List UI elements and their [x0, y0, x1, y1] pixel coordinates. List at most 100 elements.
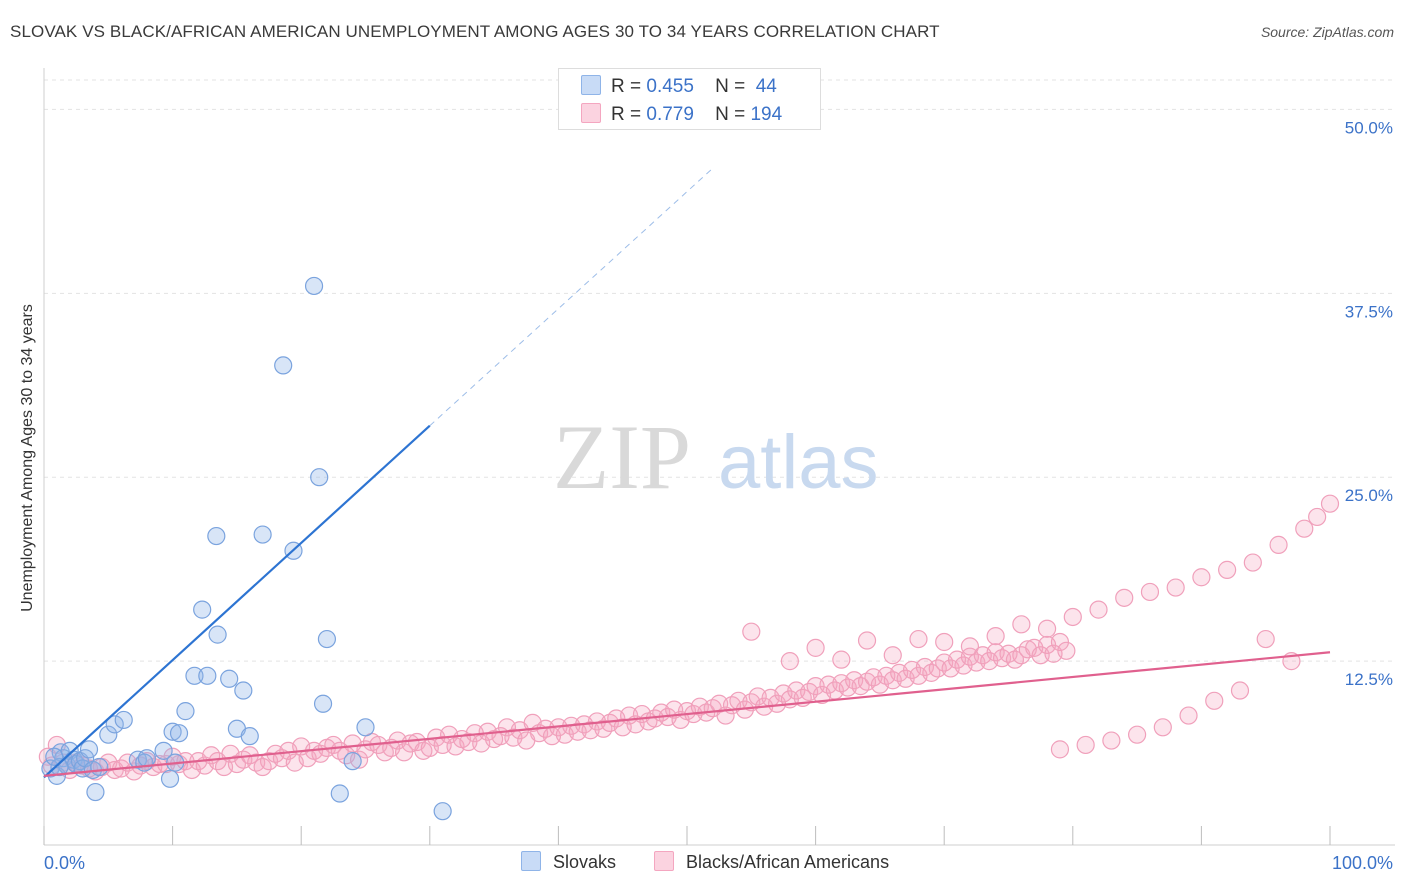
grid-lines	[44, 79, 1395, 662]
point-blacks	[1308, 507, 1327, 527]
watermark-zip: ZIP	[553, 406, 691, 508]
legend-swatch-blacks	[654, 851, 674, 871]
watermark-atlas: atlas	[718, 420, 879, 505]
point-slovaks	[330, 784, 349, 803]
point-slovaks	[240, 727, 259, 746]
source-label: Source: ZipAtlas.com	[1260, 24, 1394, 40]
x-tick-label-end: 100.0%	[1332, 853, 1393, 873]
point-slovaks	[79, 740, 99, 759]
point-blacks	[1012, 615, 1031, 634]
point-slovaks	[313, 694, 333, 713]
point-blacks	[1320, 494, 1340, 513]
point-blacks	[960, 637, 980, 656]
y-tick-label: 50.0%	[1345, 118, 1393, 137]
point-blacks	[1089, 600, 1108, 619]
point-blacks	[1205, 691, 1224, 710]
point-slovaks	[176, 702, 195, 721]
point-slovaks	[154, 741, 173, 760]
point-slovaks	[317, 629, 337, 649]
legend-item-slovaks: Slovaks	[521, 851, 616, 873]
chart-title: SLOVAK VS BLACK/AFRICAN AMERICAN UNEMPLO…	[10, 22, 940, 41]
stats-row-blacks: R = 0.779 N = 194	[581, 103, 782, 126]
point-slovaks	[160, 769, 180, 788]
zipatlas-watermark: ZIP atlas	[553, 406, 879, 508]
point-blacks	[1230, 681, 1250, 700]
point-blacks	[1140, 582, 1160, 602]
point-blacks	[1076, 735, 1095, 755]
trend-line-slovaks	[43, 424, 431, 779]
n-label: N =	[715, 104, 746, 125]
point-slovaks	[193, 600, 212, 619]
point-blacks	[349, 750, 369, 769]
trend-lines	[43, 167, 1331, 779]
point-blacks	[1179, 706, 1198, 725]
point-slovaks	[343, 752, 362, 771]
point-blacks	[986, 626, 1005, 646]
trend-line-slovaks-extension	[429, 167, 714, 427]
point-slovaks	[185, 666, 204, 685]
x-tick-label-start: 0.0%	[44, 853, 85, 873]
point-blacks	[1115, 588, 1134, 607]
point-blacks	[1256, 629, 1275, 649]
stats-row-slovaks: R = 0.455 N = 44	[581, 75, 777, 98]
point-slovaks	[207, 526, 226, 546]
y-tick-label: 25.0%	[1345, 486, 1393, 505]
point-blacks	[1050, 740, 1070, 759]
point-slovaks	[99, 725, 118, 744]
y-tick-label: 37.5%	[1345, 302, 1393, 321]
point-slovaks	[169, 724, 189, 743]
legend-label-slovaks: Slovaks	[553, 852, 617, 872]
point-blacks	[1102, 731, 1121, 750]
point-slovaks	[90, 757, 109, 777]
point-slovaks	[220, 669, 239, 688]
point-blacks	[742, 622, 761, 641]
point-blacks	[909, 629, 928, 649]
point-blacks	[1153, 718, 1172, 737]
legend-item-blacks: Blacks/African Americans	[654, 851, 889, 873]
r-label: R =	[611, 104, 642, 125]
point-slovaks	[45, 747, 64, 766]
point-blacks	[1295, 519, 1314, 538]
point-blacks	[1166, 578, 1185, 597]
slovaks-n-value: 44	[755, 76, 777, 97]
legend-swatch-slovaks	[521, 851, 541, 871]
point-slovaks	[198, 666, 217, 685]
point-slovaks	[163, 722, 182, 741]
point-slovaks	[208, 625, 227, 644]
point-blacks	[857, 631, 877, 650]
point-blacks	[1037, 619, 1057, 638]
point-slovaks	[86, 782, 105, 802]
point-slovaks	[114, 710, 133, 730]
blacks-n-value: 194	[750, 104, 783, 125]
point-blacks	[780, 652, 799, 671]
point-blacks	[806, 638, 825, 657]
slovaks-swatch	[581, 75, 601, 95]
r-label: R =	[611, 76, 642, 97]
point-blacks	[832, 650, 851, 669]
blacks-swatch	[581, 103, 601, 123]
point-slovaks	[356, 718, 375, 737]
point-blacks	[1269, 535, 1288, 554]
blacks-r-value: 0.779	[646, 104, 694, 125]
point-blacks	[883, 646, 902, 665]
point-slovaks	[274, 356, 293, 375]
n-label: N =	[715, 76, 746, 97]
point-blacks	[1218, 560, 1237, 579]
point-blacks	[1192, 568, 1211, 587]
point-slovaks	[304, 276, 324, 296]
point-blacks	[1127, 725, 1147, 744]
axes	[43, 68, 1395, 846]
point-blacks	[1057, 641, 1076, 660]
trend-line-blacks	[43, 651, 1331, 777]
point-slovaks	[234, 681, 253, 700]
point-slovaks	[310, 468, 329, 487]
point-slovaks	[137, 749, 156, 768]
point-slovaks	[433, 802, 452, 821]
point-slovaks	[105, 715, 124, 734]
tick-labels: 12.5% 25.0% 37.5% 50.0% 0.0% 100.0%	[44, 118, 1393, 873]
slovaks-r-value: 0.455	[646, 76, 694, 97]
legend-label-blacks: Blacks/African Americans	[686, 852, 890, 872]
y-tick-label: 12.5%	[1345, 670, 1393, 689]
point-blacks	[1243, 553, 1262, 572]
